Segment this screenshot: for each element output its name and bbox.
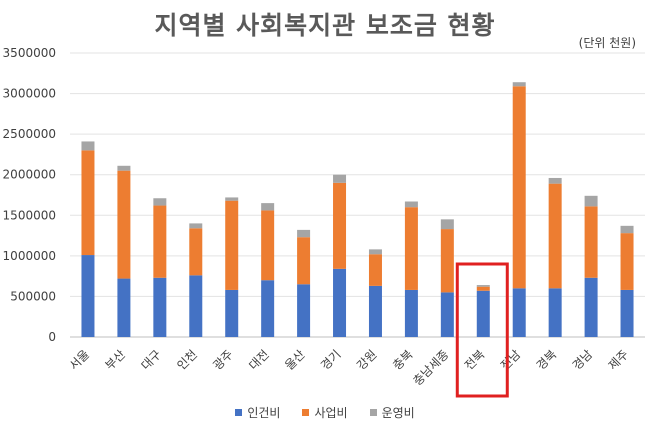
bar-segment-operating [153, 198, 167, 206]
bar-segment-operating [117, 165, 131, 171]
bar-segment-labor [81, 255, 95, 337]
bars [81, 82, 634, 337]
highlight-box [455, 262, 509, 398]
bar-segment-program [153, 205, 167, 278]
legend-swatch-operating [369, 409, 377, 416]
x-tick-label: 전북 [462, 347, 488, 373]
chart-title: 지역별 사회복지관 보조금 현황 [154, 11, 496, 40]
y-tick-label: 2000000 [3, 168, 56, 182]
bar-segment-program [404, 207, 418, 290]
x-tick-label: 인천 [174, 347, 200, 373]
highlight-annotation [455, 262, 509, 398]
unit-note: (단위 천원) [578, 36, 636, 50]
x-tick-label: 강원 [354, 347, 380, 373]
bar-segment-program [440, 229, 454, 293]
x-tick-label: 대전 [246, 347, 272, 373]
bar-segment-labor [297, 284, 311, 337]
bar-segment-program [584, 206, 598, 278]
bar-segment-operating [512, 82, 526, 87]
x-tick-label: 울산 [282, 347, 308, 373]
bar-segment-labor [512, 288, 526, 337]
legend-label-labor: 인건비 [247, 406, 281, 420]
bar-segment-program [297, 237, 311, 285]
bar-segment-labor [117, 278, 131, 337]
x-tick-label: 전남 [498, 347, 524, 373]
legend-item-operating: 운영비 [369, 404, 415, 421]
x-tick-label: 경기 [318, 347, 344, 373]
y-tick-label: 3000000 [3, 87, 56, 101]
bar-segment-operating [189, 223, 203, 229]
legend-label-program: 사업비 [314, 406, 348, 420]
y-tick-label: 3500000 [3, 46, 56, 60]
bar-segment-operating [368, 249, 382, 255]
bar-segment-program [548, 183, 562, 289]
legend-swatch-labor [235, 409, 243, 416]
x-tick-label: 충남세종 [410, 347, 451, 388]
bar-segment-operating [261, 203, 275, 211]
bar-segment-operating [333, 174, 347, 183]
bar-segment-program [512, 86, 526, 289]
x-tick-label: 경북 [534, 347, 560, 373]
bar-segment-program [225, 200, 239, 290]
bar-segment-program [117, 170, 131, 279]
bar-segment-program [261, 210, 275, 281]
y-tick-label: 1500000 [3, 208, 56, 222]
y-tick-label: 500000 [10, 289, 56, 303]
bar-segment-operating [81, 141, 95, 151]
bar-segment-program [620, 233, 634, 290]
bar-segment-program [476, 286, 490, 291]
y-axis-ticks: 0 500000 1000000 1500000 2000000 2500000 30000… [3, 46, 56, 344]
bar-segment-labor [548, 288, 562, 337]
bar-segment-operating [476, 285, 490, 287]
x-tick-label: 충북 [390, 347, 416, 373]
y-tick-label: 0 [48, 330, 56, 344]
bar-segment-operating [584, 195, 598, 207]
legend: 인건비 사업비 운영비 [0, 404, 650, 421]
bar-segment-program [189, 228, 203, 276]
x-tick-label: 서울 [67, 347, 93, 373]
bar-segment-labor [440, 292, 454, 337]
bar-segment-labor [225, 289, 239, 337]
bar-segment-labor [189, 275, 203, 337]
legend-swatch-program [302, 409, 310, 416]
x-tick-label: 부산 [103, 347, 129, 373]
y-tick-label: 2500000 [3, 127, 56, 141]
bar-segment-operating [440, 219, 454, 230]
bar-segment-operating [404, 201, 418, 208]
bar-segment-operating [548, 177, 562, 184]
legend-item-program: 사업비 [302, 404, 348, 421]
y-tick-label: 1000000 [3, 249, 56, 263]
x-tick-label: 제주 [606, 347, 632, 373]
bar-segment-operating [620, 225, 634, 234]
legend-label-operating: 운영비 [381, 406, 415, 420]
bar-segment-program [368, 254, 382, 286]
x-tick-label: 경남 [570, 347, 596, 373]
bar-segment-program [81, 150, 95, 256]
x-tick-label: 대구 [138, 347, 164, 373]
bar-segment-labor [333, 268, 347, 337]
bar-segment-program [333, 182, 347, 269]
bar-segment-labor [261, 280, 275, 337]
stacked-bar-chart: 0 500000 1000000 1500000 2000000 2500000 30000… [3, 46, 645, 398]
bar-segment-labor [404, 289, 418, 337]
bar-segment-labor [584, 277, 598, 337]
bar-segment-operating [225, 197, 239, 201]
legend-item-labor: 인건비 [235, 404, 280, 421]
x-tick-label: 광주 [210, 347, 236, 373]
bar-segment-labor [620, 289, 634, 337]
bar-segment-labor [368, 285, 382, 337]
bar-segment-labor [476, 290, 490, 337]
bar-segment-labor [153, 277, 167, 337]
bar-segment-operating [297, 229, 311, 238]
